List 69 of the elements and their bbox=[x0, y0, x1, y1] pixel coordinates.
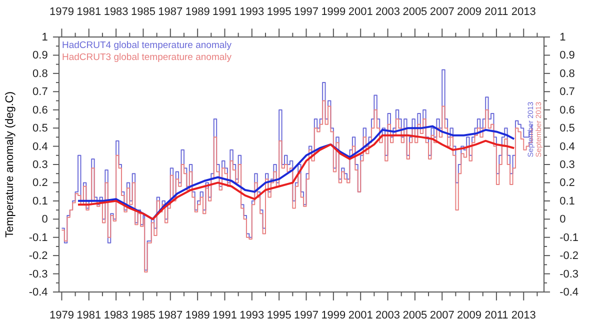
x-tick-label: 2013 bbox=[511, 310, 536, 322]
x2-tick-label: 2001 bbox=[348, 6, 373, 18]
y2-tick-label: 0.1 bbox=[560, 195, 575, 208]
x2-tick-label: 2011 bbox=[484, 6, 508, 18]
text: HadCRUT3 global temperature anomaly bbox=[62, 52, 232, 63]
y2-tick-label: 0.8 bbox=[560, 68, 575, 80]
y-tick-label: -0.4 bbox=[28, 286, 48, 299]
y2-tick-label: 0.7 bbox=[560, 86, 575, 98]
y-tick-label: 0.2 bbox=[32, 177, 48, 190]
y2-tick-label: 0.9 bbox=[560, 50, 575, 62]
x-tick-label: 1995 bbox=[266, 310, 292, 322]
y2-tick-label: -0.3 bbox=[560, 268, 579, 280]
y2-tick-label: 0.6 bbox=[560, 104, 575, 116]
x-tick-label: 2005 bbox=[402, 310, 428, 322]
y2-tick-label: -0.4 bbox=[560, 286, 579, 299]
y-tick-label: 0 bbox=[42, 214, 48, 226]
x-tick-label: 2011 bbox=[484, 310, 508, 322]
y2-tick-label: 0.2 bbox=[560, 177, 575, 190]
y-tick-label: 0.3 bbox=[32, 159, 48, 172]
y2-tick-label: 0 bbox=[560, 214, 566, 226]
x-tick-label: 1987 bbox=[158, 310, 183, 322]
text: HadCRUT4 global temperature anomaly bbox=[62, 40, 232, 51]
y-tick-label: -0.3 bbox=[28, 268, 48, 280]
x2-tick-label: 1993 bbox=[240, 6, 264, 18]
x2-tick-label: 1995 bbox=[266, 6, 292, 18]
x-tick-label: 2003 bbox=[376, 310, 400, 322]
y-tick-label: 0.9 bbox=[32, 50, 48, 62]
x-tick-label: 1993 bbox=[240, 310, 264, 322]
y-tick-label: -0.1 bbox=[28, 232, 48, 244]
x-tick-label: 1981 bbox=[76, 310, 102, 322]
y2-tick-label: -0.2 bbox=[560, 250, 579, 262]
x-tick-label: 1983 bbox=[104, 310, 128, 322]
x-tick-label: 1997 bbox=[294, 310, 318, 322]
y-tick-label: -0.2 bbox=[28, 250, 48, 262]
y2-tick-label: -0.1 bbox=[560, 232, 579, 244]
x-tick-label: 1999 bbox=[321, 310, 346, 322]
y-tick-label: 0.6 bbox=[32, 104, 48, 116]
y-axis-title: Temperature anomaly (deg.C) bbox=[4, 91, 16, 238]
x2-tick-label: 1997 bbox=[294, 6, 318, 18]
x2-tick-label: 1999 bbox=[321, 6, 346, 18]
y-tick-label: 0.8 bbox=[32, 68, 48, 80]
x2-tick-label: 1985 bbox=[130, 6, 156, 18]
x-tick-label: 1985 bbox=[130, 310, 156, 322]
x-tick-label: 1991 bbox=[212, 310, 237, 322]
x2-tick-label: 1979 bbox=[49, 6, 74, 18]
x2-tick-label: 2009 bbox=[457, 6, 482, 18]
y2-tick-label: 0.5 bbox=[560, 122, 575, 135]
y-tick-label: 0.7 bbox=[32, 86, 48, 98]
x2-tick-label: 1991 bbox=[212, 6, 237, 18]
x2-tick-label: 2013 bbox=[511, 6, 536, 18]
x2-tick-label: 1987 bbox=[158, 6, 183, 18]
y2-tick-label: 0.4 bbox=[560, 140, 575, 153]
x2-tick-label: 1989 bbox=[185, 6, 210, 18]
x2-tick-label: 2003 bbox=[376, 6, 400, 18]
y2-tick-label: 1 bbox=[560, 32, 566, 44]
x2-tick-label: 2007 bbox=[430, 6, 454, 18]
x-tick-label: 1979 bbox=[49, 310, 74, 322]
x2-tick-label: 1981 bbox=[76, 6, 102, 18]
x-tick-label: 2009 bbox=[457, 310, 482, 322]
x-tick-label: 1989 bbox=[185, 310, 210, 322]
y-tick-label: 0.4 bbox=[32, 140, 48, 153]
y-tick-label: 0.5 bbox=[32, 122, 48, 135]
y2-tick-label: 0.3 bbox=[560, 159, 575, 172]
x-tick-label: 2001 bbox=[348, 310, 373, 322]
x-tick-label: 2007 bbox=[430, 310, 454, 322]
x2-tick-label: 2005 bbox=[402, 6, 428, 18]
y-tick-label: 0.1 bbox=[32, 195, 48, 208]
y-tick-label: 1 bbox=[42, 32, 48, 44]
x2-tick-label: 1983 bbox=[104, 6, 128, 18]
